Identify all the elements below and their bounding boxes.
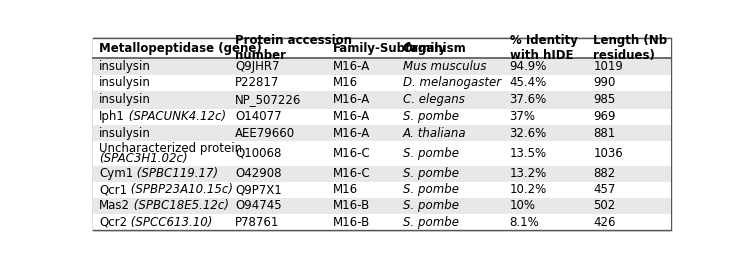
Text: AEE79660: AEE79660: [235, 127, 295, 140]
Text: S. pombe: S. pombe: [403, 215, 459, 229]
Text: M16-B: M16-B: [333, 199, 371, 213]
Text: 1036: 1036: [593, 147, 623, 160]
Text: O42908: O42908: [235, 168, 281, 180]
Text: Iph1: Iph1: [99, 110, 125, 124]
Text: 37%: 37%: [510, 110, 536, 124]
Text: Metallopeptidase (gene): Metallopeptidase (gene): [99, 42, 262, 54]
Text: 8.1%: 8.1%: [510, 215, 539, 229]
Text: Mas2: Mas2: [99, 199, 130, 213]
Text: P78761: P78761: [235, 215, 279, 229]
Text: M16-C: M16-C: [333, 168, 371, 180]
Text: A. thaliana: A. thaliana: [403, 127, 466, 140]
Text: Qcr2: Qcr2: [99, 215, 127, 229]
Text: M16: M16: [333, 76, 358, 89]
FancyBboxPatch shape: [93, 38, 671, 58]
Text: M16-A: M16-A: [333, 127, 371, 140]
Text: % Identity
with hIDE: % Identity with hIDE: [510, 34, 577, 62]
Text: Family-Subfamily: Family-Subfamily: [333, 42, 447, 54]
Text: M16-C: M16-C: [333, 147, 371, 160]
Text: Cym1: Cym1: [99, 168, 134, 180]
Text: 990: 990: [593, 76, 615, 89]
Text: S. pombe: S. pombe: [403, 199, 459, 213]
Text: D. melanogaster: D. melanogaster: [403, 76, 501, 89]
Text: S. pombe: S. pombe: [403, 183, 459, 196]
Text: 45.4%: 45.4%: [510, 76, 547, 89]
Text: 32.6%: 32.6%: [510, 127, 547, 140]
FancyBboxPatch shape: [93, 182, 671, 198]
Text: 969: 969: [593, 110, 616, 124]
FancyBboxPatch shape: [93, 198, 671, 214]
Text: insulysin: insulysin: [99, 60, 151, 73]
Text: S. pombe: S. pombe: [403, 147, 459, 160]
FancyBboxPatch shape: [93, 141, 671, 166]
Text: O14077: O14077: [235, 110, 281, 124]
Text: Q9JHR7: Q9JHR7: [235, 60, 280, 73]
FancyBboxPatch shape: [93, 214, 671, 230]
Text: 457: 457: [593, 183, 615, 196]
Text: (SPCC613.10): (SPCC613.10): [127, 215, 213, 229]
Text: Mus musculus: Mus musculus: [403, 60, 486, 73]
Text: P22817: P22817: [235, 76, 279, 89]
Text: 881: 881: [593, 127, 615, 140]
Text: (SPAC3H1.02c): (SPAC3H1.02c): [99, 152, 188, 165]
Text: M16-B: M16-B: [333, 215, 371, 229]
Text: Length (Nb
residues): Length (Nb residues): [593, 34, 668, 62]
Text: O94745: O94745: [235, 199, 281, 213]
Text: S. pombe: S. pombe: [403, 168, 459, 180]
Text: M16-A: M16-A: [333, 93, 371, 106]
FancyBboxPatch shape: [93, 90, 671, 109]
Text: Q10068: Q10068: [235, 147, 281, 160]
Text: Qcr1: Qcr1: [99, 183, 127, 196]
Text: insulysin: insulysin: [99, 93, 151, 106]
Text: Organism: Organism: [403, 42, 466, 54]
Text: 13.2%: 13.2%: [510, 168, 547, 180]
FancyBboxPatch shape: [93, 74, 671, 90]
Text: M16-A: M16-A: [333, 60, 371, 73]
FancyBboxPatch shape: [93, 58, 671, 74]
Text: M16: M16: [333, 183, 358, 196]
Text: Protein accession
number: Protein accession number: [235, 34, 352, 62]
Text: 37.6%: 37.6%: [510, 93, 547, 106]
Text: 882: 882: [593, 168, 615, 180]
Text: M16-A: M16-A: [333, 110, 371, 124]
Text: NP_507226: NP_507226: [235, 93, 301, 106]
Text: Q9P7X1: Q9P7X1: [235, 183, 282, 196]
Text: 10%: 10%: [510, 199, 536, 213]
Text: 1019: 1019: [593, 60, 623, 73]
Text: C. elegans: C. elegans: [403, 93, 465, 106]
Text: 985: 985: [593, 93, 615, 106]
Text: 502: 502: [593, 199, 615, 213]
FancyBboxPatch shape: [93, 109, 671, 125]
Text: insulysin: insulysin: [99, 76, 151, 89]
Text: insulysin: insulysin: [99, 127, 151, 140]
Text: 10.2%: 10.2%: [510, 183, 547, 196]
Text: 13.5%: 13.5%: [510, 147, 547, 160]
Text: 94.9%: 94.9%: [510, 60, 547, 73]
FancyBboxPatch shape: [93, 125, 671, 141]
Text: Uncharacterized protein: Uncharacterized protein: [99, 141, 242, 155]
FancyBboxPatch shape: [93, 166, 671, 182]
Text: (SPBC18E5.12c): (SPBC18E5.12c): [130, 199, 229, 213]
Text: (SPACUNK4.12c): (SPACUNK4.12c): [125, 110, 226, 124]
Text: (SPBC119.17): (SPBC119.17): [134, 168, 219, 180]
Text: (SPBP23A10.15c): (SPBP23A10.15c): [127, 183, 233, 196]
Text: 426: 426: [593, 215, 616, 229]
Text: S. pombe: S. pombe: [403, 110, 459, 124]
